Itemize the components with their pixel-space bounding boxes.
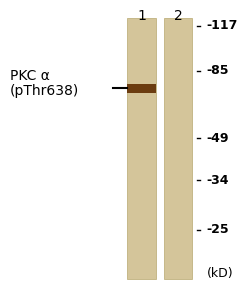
Bar	[127, 18, 156, 279]
Text: PKC α: PKC α	[10, 70, 50, 83]
Text: -49: -49	[207, 131, 229, 145]
Text: -25: -25	[207, 223, 229, 236]
Text: (pThr638): (pThr638)	[10, 85, 79, 98]
Text: 2: 2	[174, 9, 183, 23]
Text: -34: -34	[207, 173, 229, 187]
Bar	[127, 84, 156, 93]
Text: 1: 1	[137, 9, 146, 23]
Text: (kD): (kD)	[207, 266, 233, 280]
Text: -117: -117	[207, 19, 238, 32]
Text: -85: -85	[207, 64, 229, 77]
Bar	[164, 18, 192, 279]
